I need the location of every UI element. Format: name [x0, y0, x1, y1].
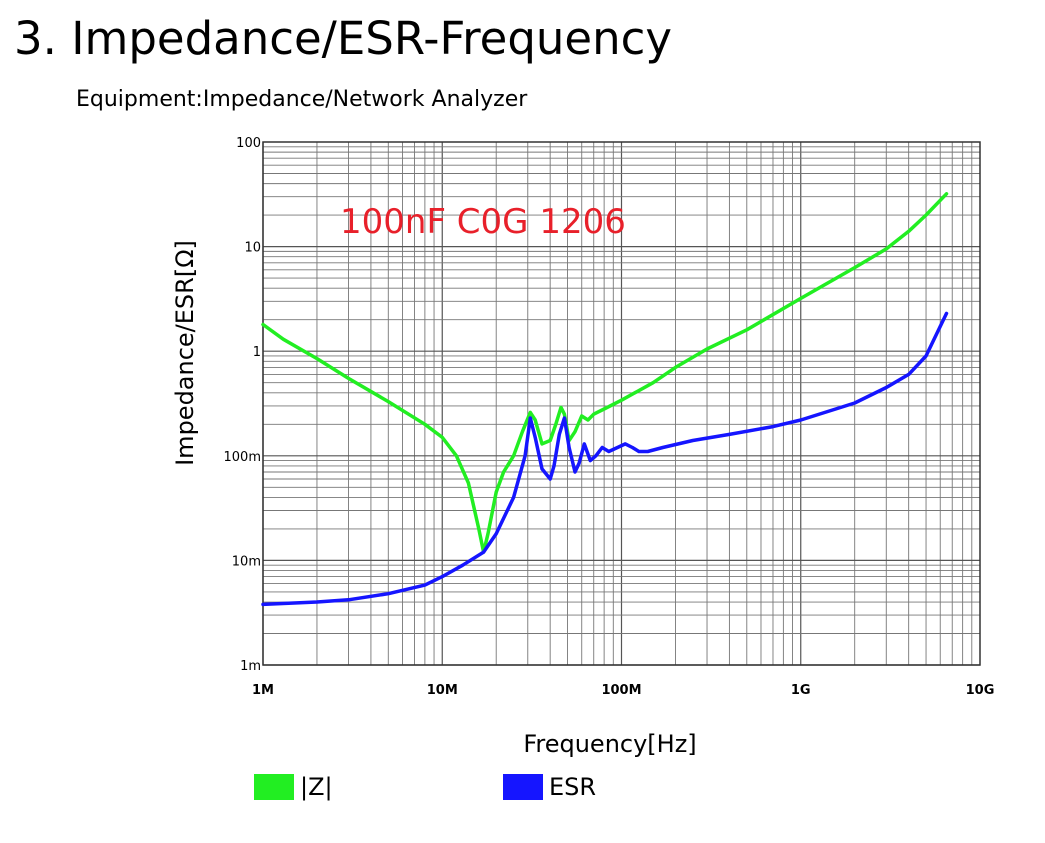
- legend-item-esr: ESR: [503, 773, 596, 801]
- legend-swatch-z: [254, 774, 294, 800]
- series-layer: [261, 192, 949, 607]
- legend-label-z: |Z|: [300, 773, 333, 801]
- legend-item-z: |Z|: [254, 773, 333, 801]
- page-subtitle: Equipment:Impedance/Network Analyzer: [76, 87, 528, 112]
- tick-labels: 1M 10M 100M 1G 10G 1m 10m 100m 1 10 100: [224, 136, 995, 698]
- page-title: 3. Impedance/ESR-Frequency: [14, 12, 672, 65]
- x-tick-label: 1G: [791, 683, 811, 698]
- y-tick-label: 10: [244, 241, 261, 256]
- y-tick-label: 1: [253, 345, 261, 360]
- chart-annotation: 100nF C0G 1206: [340, 202, 626, 242]
- y-tick-label: 100: [236, 136, 261, 151]
- x-tick-label: 10G: [966, 683, 995, 698]
- x-tick-label: 1M: [252, 683, 274, 698]
- grid: [262, 141, 981, 666]
- y-tick-label: 1m: [240, 659, 261, 674]
- series-line-esr: [261, 311, 949, 607]
- x-tick-label: 100M: [601, 683, 641, 698]
- y-axis-label: Impedance/ESR[Ω]: [171, 240, 199, 466]
- legend-swatch-esr: [503, 774, 543, 800]
- y-tick-label: 100m: [224, 450, 261, 465]
- y-tick-label: 10m: [232, 554, 261, 569]
- legend-label-esr: ESR: [549, 773, 597, 801]
- x-axis-label: Frequency[Hz]: [523, 730, 696, 758]
- plot-frame: [262, 141, 981, 666]
- series-line-impedance: [261, 192, 949, 554]
- x-tick-label: 10M: [427, 683, 458, 698]
